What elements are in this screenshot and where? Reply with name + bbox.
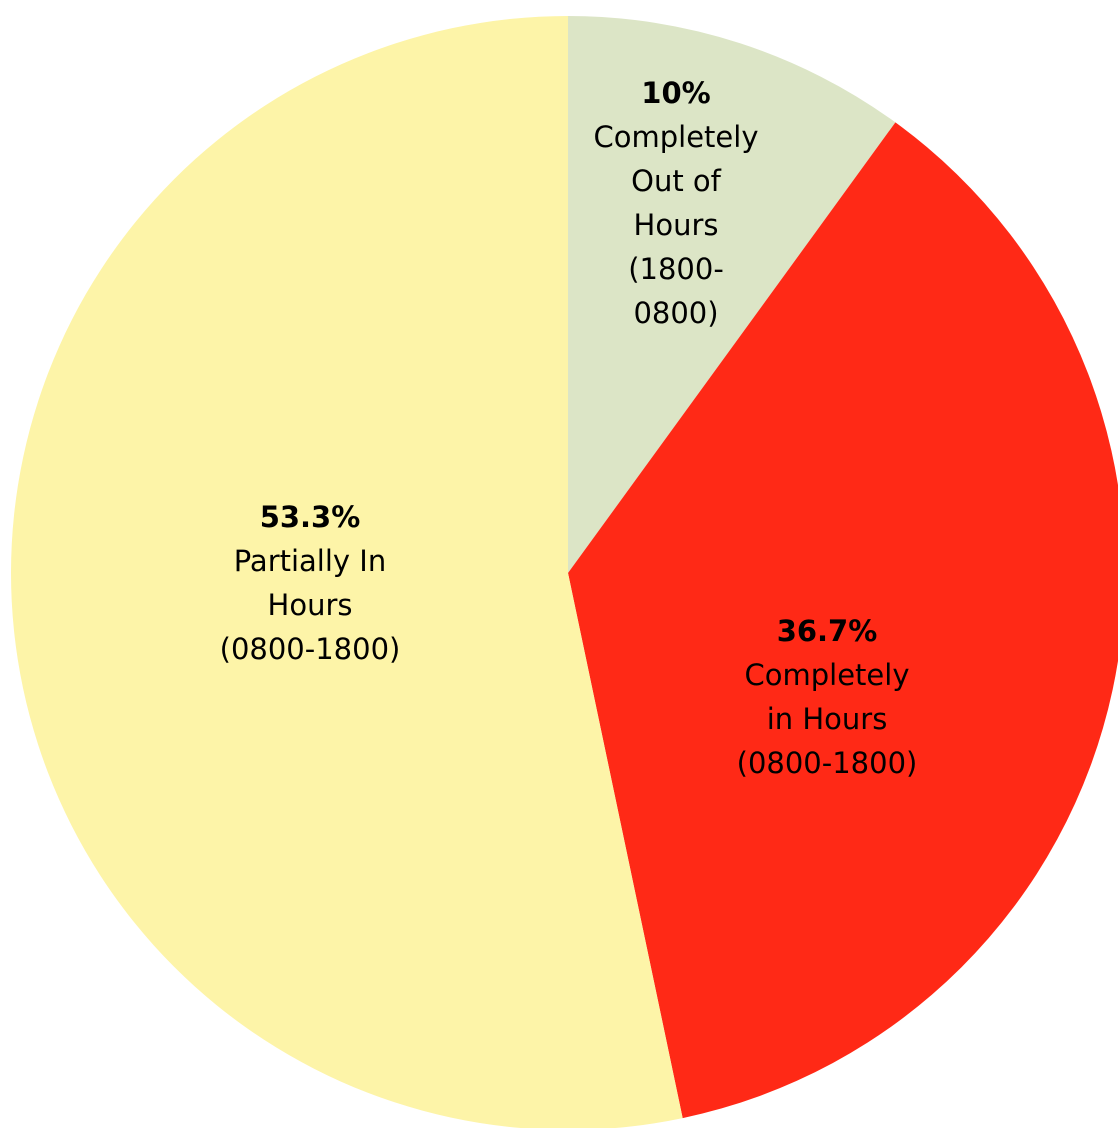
slice-percent-label: 36.7% xyxy=(777,614,878,648)
pie-slice-1 xyxy=(568,16,896,573)
slice-category-label-line: Completely xyxy=(745,658,910,692)
pie-slice-3 xyxy=(11,16,683,1128)
slice-category-label-line: in Hours xyxy=(767,702,888,736)
pie-slice-2 xyxy=(568,122,1118,1119)
slice-category-label-line: Completely xyxy=(594,120,759,154)
slice-label-2: 36.7% Completely in Hours (0800-1800) xyxy=(737,614,918,780)
slice-category-label-line: 0800) xyxy=(633,296,718,330)
pie-labels: 10% Completely Out of Hours (1800- 0800) 36.7%… xyxy=(220,76,918,780)
slice-category-label-line: Hours xyxy=(268,588,353,622)
slice-category-label-line: (0800-1800) xyxy=(220,632,401,666)
slice-category-label-line: Hours xyxy=(634,208,719,242)
slice-label-3: 53.3% Partially In Hours (0800-1800) xyxy=(220,500,401,666)
slice-category-label-line: (0800-1800) xyxy=(737,746,918,780)
slice-category-label-line: (1800- xyxy=(628,252,724,286)
slice-percent-label: 53.3% xyxy=(260,500,361,534)
pie-slices xyxy=(11,16,1118,1128)
slice-label-1: 10% Completely Out of Hours (1800- 0800) xyxy=(594,76,759,330)
slice-percent-label: 10% xyxy=(641,76,710,110)
slice-category-label-line: Out of xyxy=(631,164,722,198)
slice-category-label-line: Partially In xyxy=(234,544,387,578)
